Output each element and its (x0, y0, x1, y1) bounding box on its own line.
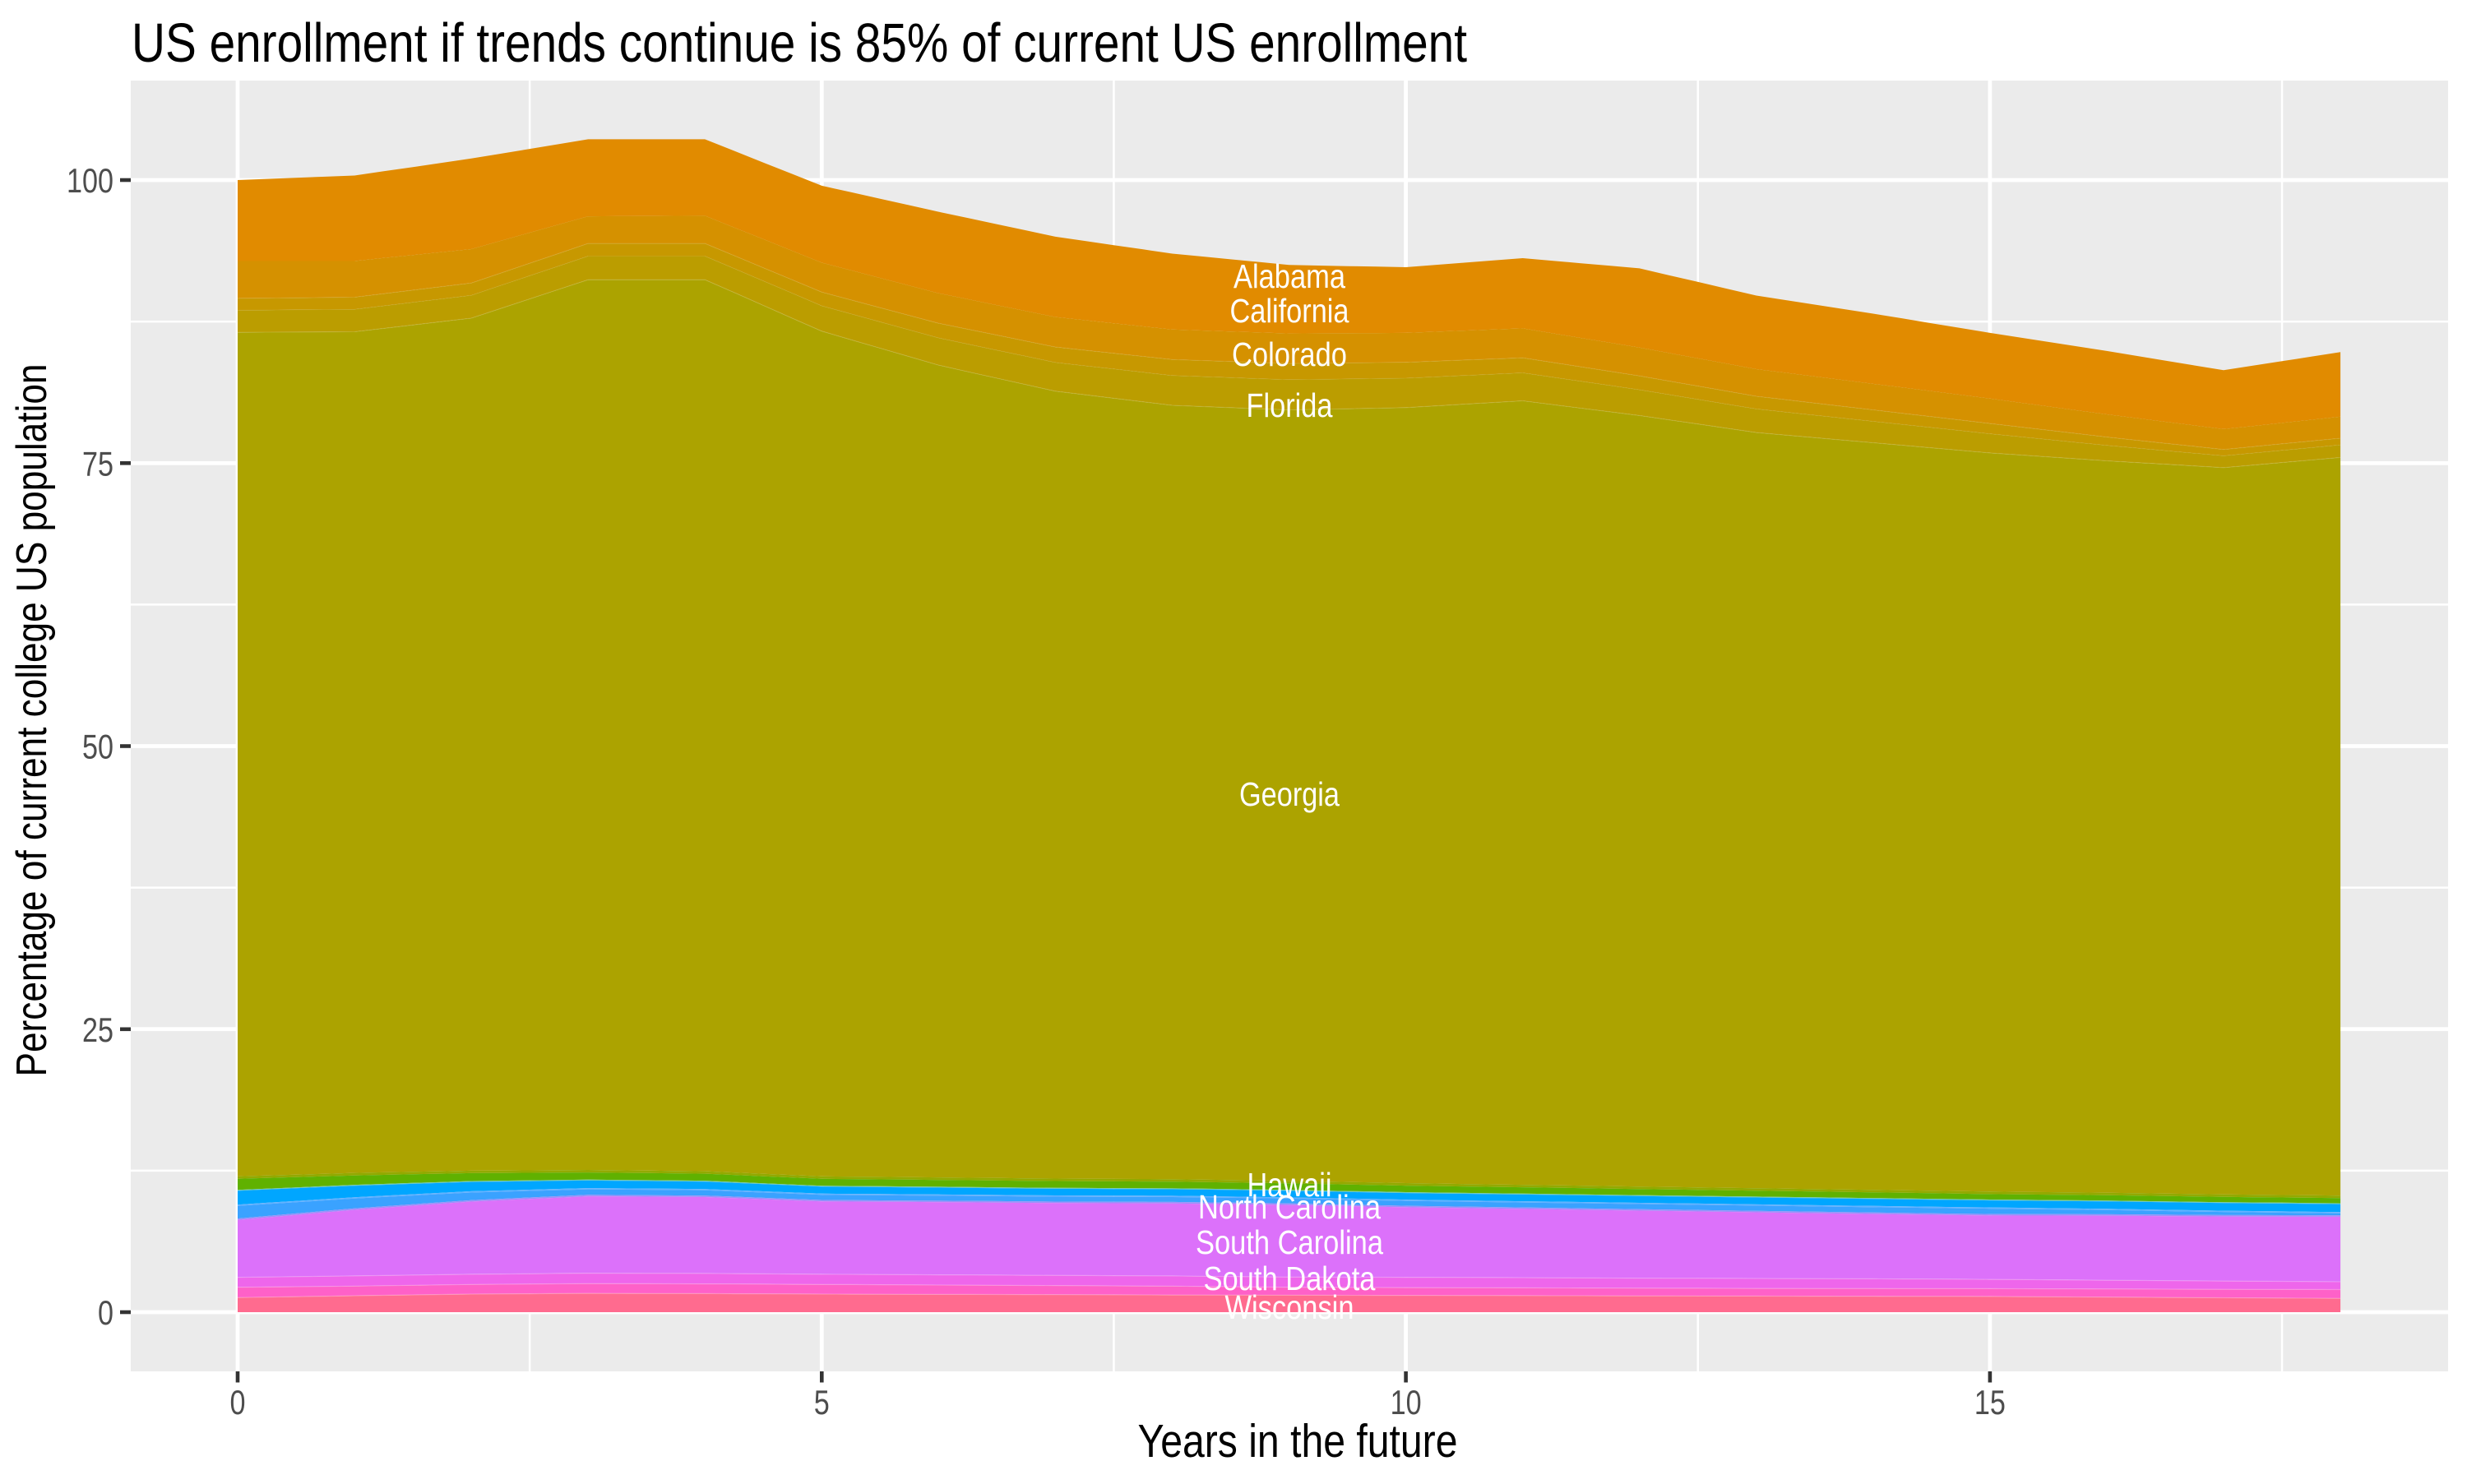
svg-text:Wisconsin: Wisconsin (1225, 1288, 1354, 1326)
svg-text:Hawaii: Hawaii (1247, 1166, 1332, 1204)
svg-text:Florida: Florida (1247, 386, 1333, 424)
svg-text:Years in the future: Years in the future (1138, 1415, 1458, 1468)
svg-text:100: 100 (67, 161, 113, 200)
svg-text:75: 75 (82, 444, 113, 483)
svg-text:California: California (1230, 292, 1349, 330)
svg-text:5: 5 (814, 1383, 830, 1422)
svg-text:50: 50 (82, 728, 113, 766)
svg-text:15: 15 (1974, 1383, 2006, 1422)
svg-text:10: 10 (1391, 1383, 1422, 1422)
svg-text:25: 25 (82, 1010, 113, 1049)
svg-text:US enrollment if trends contin: US enrollment if trends continue is 85% … (132, 12, 1467, 74)
svg-text:Percentage of current college: Percentage of current college US populat… (8, 364, 56, 1077)
svg-text:0: 0 (98, 1293, 113, 1332)
svg-text:North Carolina: North Carolina (1198, 1188, 1381, 1226)
svg-text:0: 0 (230, 1383, 246, 1422)
svg-text:Georgia: Georgia (1239, 775, 1340, 813)
svg-text:Colorado: Colorado (1232, 335, 1347, 373)
svg-text:South Dakota: South Dakota (1204, 1260, 1376, 1297)
svg-text:South Carolina: South Carolina (1196, 1223, 1383, 1261)
svg-text:Alabama: Alabama (1234, 257, 1345, 295)
